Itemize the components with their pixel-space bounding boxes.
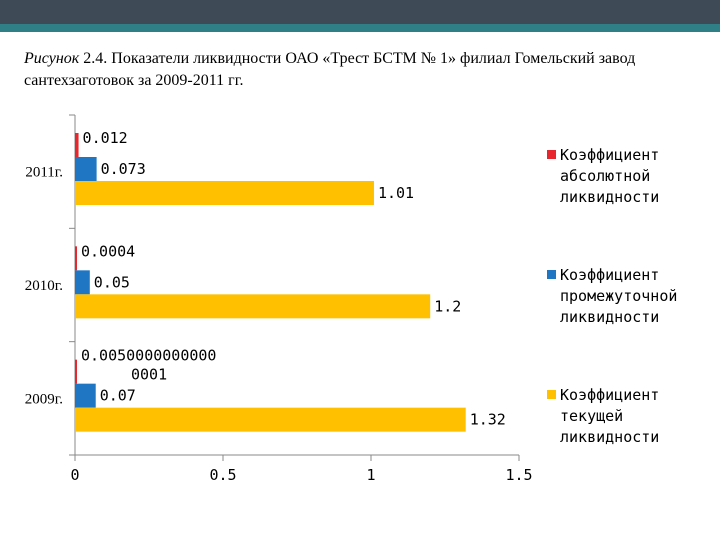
data-label: 1.32: [470, 411, 506, 429]
data-label: 1.01: [378, 184, 414, 202]
data-label: 1.2: [434, 297, 461, 315]
legend-label: Коэффициент: [560, 146, 659, 164]
data-label: 0.0004: [81, 242, 135, 260]
data-label: 0.012: [83, 129, 128, 147]
bar-intermediate-1: [75, 270, 90, 295]
data-label-continued: 0001: [131, 366, 167, 384]
category-label: 2009г.: [25, 391, 63, 407]
caption-text: 2.4. Показатели ликвидности ОАО «Трест Б…: [24, 50, 636, 89]
header-accent-stripe: [0, 24, 720, 32]
legend-swatch: [547, 150, 556, 159]
category-label: 2011г.: [25, 165, 63, 181]
bar-absolute-1: [75, 246, 77, 271]
bar-intermediate-2: [75, 157, 97, 181]
data-label: 0.05: [94, 273, 130, 291]
bar-intermediate-0: [75, 383, 96, 408]
legend-label: ликвидности: [560, 188, 659, 206]
figure-caption: Рисунок 2.4. Показатели ликвидности ОАО …: [24, 48, 704, 92]
x-tick-label: 0: [70, 466, 79, 484]
legend-swatch: [547, 270, 556, 279]
header-dark-stripe: [0, 0, 720, 24]
legend-label: ликвидности: [560, 308, 659, 326]
category-label: 2010г.: [25, 278, 63, 294]
bar-current-0: [75, 407, 466, 432]
bar-current-2: [75, 181, 374, 205]
legend-label: Коэффициент: [560, 386, 659, 404]
legend-label: ликвидности: [560, 428, 659, 446]
data-label: 0.07: [100, 387, 136, 405]
legend-label: абсолютной: [560, 167, 650, 185]
slide-header-band: [0, 0, 720, 36]
bar-absolute-2: [75, 133, 79, 157]
bar-absolute-0: [75, 359, 77, 384]
legend-label: текущей: [560, 407, 623, 425]
data-label: 0.0050000000000: [81, 347, 216, 365]
x-tick-label: 1.5: [505, 466, 532, 484]
legend-label: Коэффициент: [560, 266, 659, 284]
bar-current-1: [75, 294, 431, 319]
x-tick-label: 0.5: [209, 466, 236, 484]
x-tick-label: 1: [366, 466, 375, 484]
caption-italic: Рисунок: [24, 50, 80, 67]
legend-swatch: [547, 390, 556, 399]
data-label: 0.073: [101, 160, 146, 178]
legend-label: промежуточной: [560, 287, 677, 305]
